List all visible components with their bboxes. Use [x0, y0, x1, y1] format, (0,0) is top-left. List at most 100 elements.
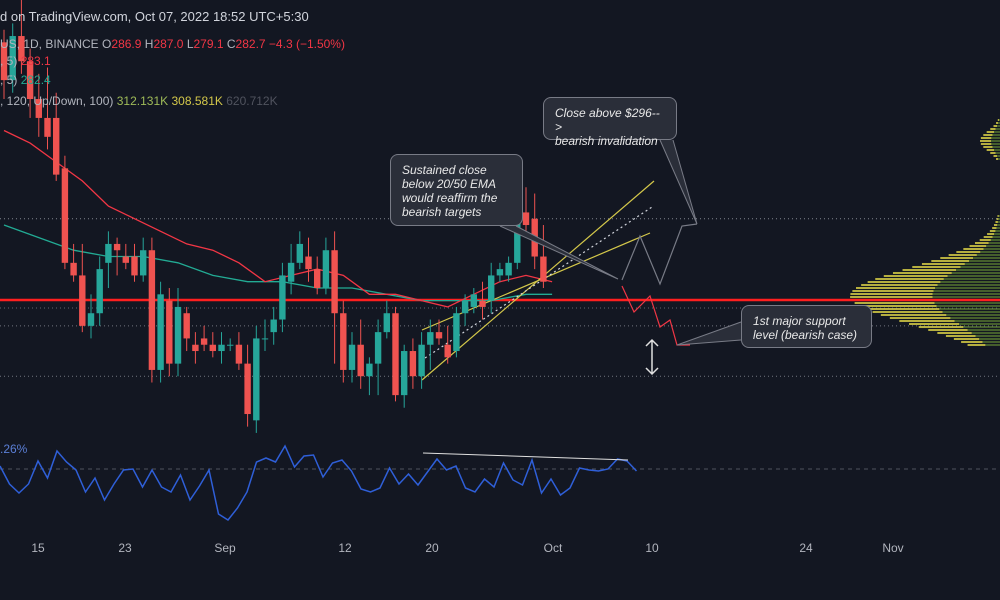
volume-bar [975, 335, 1000, 337]
volume-bar [859, 305, 937, 307]
volume-bar [992, 134, 1000, 136]
volume-bar [986, 245, 1000, 247]
candle-body [96, 269, 103, 314]
volume-bar [921, 263, 965, 265]
bullish-projection [621, 223, 698, 286]
sustained-close-note[interactable]: Sustained close below 20/50 EMA would re… [390, 154, 523, 226]
volume-bar [936, 305, 1000, 307]
volume-bar [967, 329, 1000, 331]
candle-body [383, 313, 390, 333]
candle-body [435, 332, 443, 339]
volume-profile-legend: , 120, Up/Down, 100) 312.131K 308.581K 6… [0, 94, 278, 108]
sustained-note-line: bearish targets [402, 205, 482, 219]
callout-pointers [499, 139, 742, 346]
candle-body [35, 99, 42, 118]
candle-body [279, 275, 286, 320]
candle-body [253, 338, 260, 421]
candle-body [540, 256, 547, 282]
volume-bar [997, 125, 1000, 127]
volume-bar [993, 125, 998, 127]
vp-down: 308.581K [171, 94, 223, 108]
candle-body [235, 344, 243, 364]
volume-bar [861, 284, 938, 286]
volume-bar [902, 269, 957, 271]
vp-up: 312.131K [116, 94, 169, 108]
volume-bar [940, 281, 1000, 283]
rsi-pane [0, 444, 1000, 521]
candle-body [496, 269, 504, 276]
candle-body [522, 212, 530, 226]
invalidation-note-line: bearish invalidation [555, 134, 658, 148]
volume-bar [880, 314, 947, 316]
candle-body [340, 313, 347, 370]
volume-bar [967, 344, 986, 346]
ema-fast-red [3, 129, 553, 308]
volume-bar [987, 233, 995, 235]
volume-bar [995, 230, 1000, 232]
candle-body [131, 256, 138, 276]
volume-bar [998, 215, 1000, 217]
volume-bar [932, 293, 1000, 295]
volume-bar [980, 143, 992, 145]
ema-slow-line [3, 224, 553, 302]
volume-bar [993, 155, 998, 157]
ema-fast-value: 283.1 [20, 54, 51, 68]
volume-bar [937, 332, 972, 334]
volume-bar [934, 302, 1000, 304]
candle-body [427, 332, 434, 345]
symbol-name: US, 1D, BINANCE [0, 37, 99, 51]
volume-bar [852, 290, 934, 292]
volume-bar [969, 245, 987, 247]
volume-bar [960, 266, 1000, 268]
volume-bar [980, 137, 992, 139]
ohlc-low-label: L [186, 37, 194, 51]
volume-bar [956, 269, 1000, 271]
support-note-line: level (bearish case) [753, 328, 858, 342]
volume-bar [986, 149, 994, 151]
candle-body [105, 243, 112, 263]
ohlc-open: 286.9 [111, 37, 142, 51]
volume-bar [991, 140, 1000, 142]
ema-slow-label: , 5) [0, 73, 18, 87]
candle-body [157, 294, 164, 370]
range-arrow [645, 338, 659, 376]
candle-body [401, 351, 408, 396]
ohlc-close-label: C [226, 37, 236, 51]
volume-bar [995, 221, 998, 223]
volume-bar [948, 254, 977, 256]
sustained-note-line: below 20/50 EMA [402, 177, 497, 191]
ohlc-close: 282.7 [235, 37, 266, 51]
volume-bar [997, 221, 1000, 223]
invalidation-note[interactable]: Close above $296--> bearish invalidation [543, 97, 677, 148]
volume-bar [993, 149, 1000, 151]
volume-bar [953, 338, 980, 340]
candle-body [174, 306, 182, 364]
volume-bar [945, 335, 976, 337]
candle-body [218, 344, 225, 352]
bearish-projection [621, 285, 690, 346]
candle-body [200, 338, 208, 345]
volume-bar [995, 128, 1000, 130]
volume-bar [940, 257, 974, 259]
x-tick: 20 [425, 541, 439, 555]
candle-body [453, 313, 460, 352]
candles [0, 0, 547, 433]
volume-bar [964, 263, 1000, 265]
candle-body [44, 117, 51, 137]
candle-body [287, 262, 295, 282]
volume-bar [850, 293, 933, 295]
volume-bar [998, 158, 1000, 160]
volume-bar [912, 266, 961, 268]
ohlc-low: 279.1 [193, 37, 224, 51]
candle-body [0, 42, 8, 81]
volume-bar [995, 152, 1000, 154]
rsi-line [0, 444, 638, 521]
volume-bar [933, 290, 1000, 292]
volume-bar [918, 326, 964, 328]
volume-bar [892, 272, 952, 274]
vp-label: , 120, Up/Down, 100) [0, 94, 114, 108]
volume-bar [993, 131, 1000, 133]
candle-body [374, 332, 382, 364]
support-note[interactable]: 1st major support level (bearish case) [741, 305, 872, 348]
